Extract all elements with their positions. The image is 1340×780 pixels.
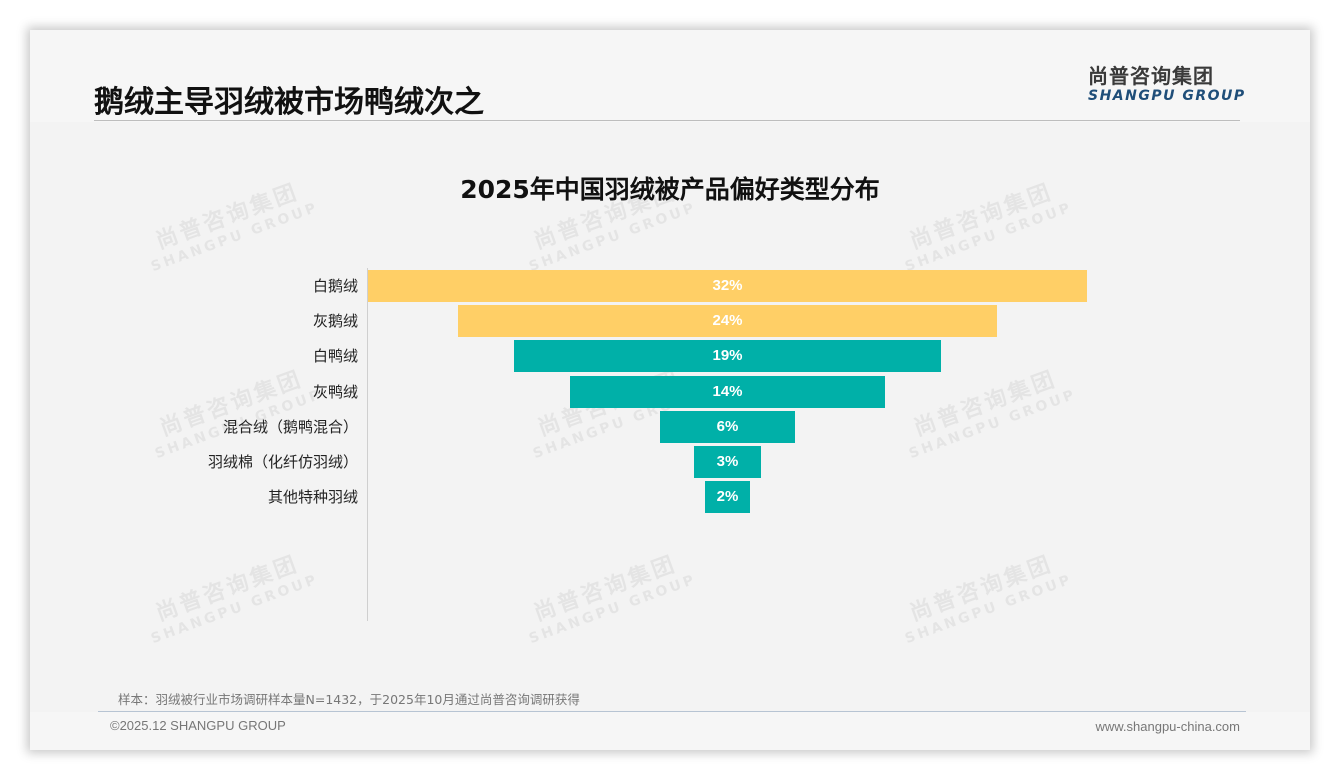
title-divider (94, 120, 1240, 121)
category-axis-line (367, 268, 368, 621)
funnel-bar: 24% (457, 305, 998, 338)
category-label: 羽绒棉（化纤仿羽绒） (207, 453, 358, 471)
sample-footnote: 样本：羽绒被行业市场调研样本量N=1432，于2025年10月通过尚普咨询调研获… (118, 692, 580, 707)
category-label: 灰鹅绒 (312, 312, 358, 331)
chart-title: 2025年中国羽绒被产品偏好类型分布 (460, 175, 880, 204)
chart-row: 灰鸭绒 14% (30, 375, 1310, 408)
chart-row: 羽绒棉（化纤仿羽绒） 3% (30, 446, 1310, 478)
company-logo: 尚普咨询集团 SHANGPU GROUP (1088, 64, 1248, 104)
footer-band (30, 712, 1310, 750)
logo-cn-text: 尚普咨询集团 (1088, 64, 1214, 88)
category-label: 白鸭绒 (312, 347, 358, 366)
category-label: 其他特种羽绒 (267, 488, 358, 507)
page-title: 鹅绒主导羽绒被市场鸭绒次之 (94, 85, 484, 120)
funnel-bar: 2% (705, 481, 750, 514)
website-link[interactable]: www.shangpu-china.com (1095, 719, 1240, 734)
funnel-bar: 14% (570, 375, 885, 408)
funnel-bar: 19% (514, 340, 941, 373)
chart-row: 白鹅绒 32% (30, 270, 1310, 302)
footer-divider (98, 711, 1246, 712)
chart-row: 灰鹅绒 24% (30, 305, 1310, 338)
funnel-bar: 32% (368, 270, 1087, 302)
chart-row: 白鸭绒 19% (30, 340, 1310, 373)
slide: 尚普咨询集团 SHANGPU GROUP 尚普咨询集团 SHANGPU GROUP … (30, 30, 1310, 750)
logo-en-text: SHANGPU GROUP (1088, 88, 1246, 104)
copyright: ©2025.12 SHANGPU GROUP (110, 718, 286, 733)
funnel-bar: 6% (660, 410, 795, 443)
header-band (30, 30, 1310, 122)
chart-row: 混合绒（鹅鸭混合） 6% (30, 410, 1310, 443)
chart-row: 其他特种羽绒 2% (30, 481, 1310, 514)
category-label: 白鹅绒 (312, 277, 358, 295)
category-label: 混合绒（鹅鸭混合） (222, 417, 358, 436)
category-label: 灰鸭绒 (312, 382, 358, 401)
funnel-bar: 3% (693, 446, 762, 478)
